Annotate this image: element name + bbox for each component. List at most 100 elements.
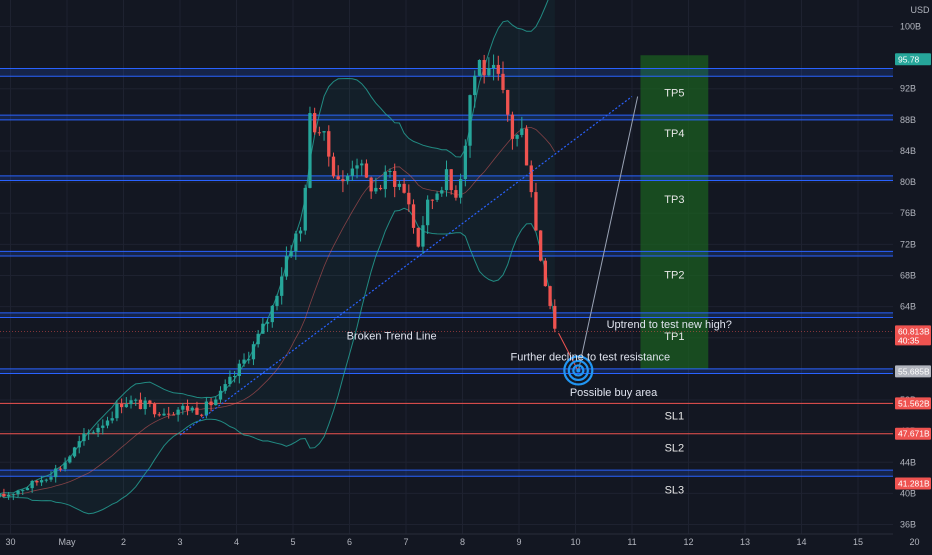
candle-body-117 [548, 286, 552, 306]
price-tag-label-3: 51.562B [898, 398, 930, 408]
candle-body-11 [49, 477, 53, 480]
y-tick-label-7: 64B [900, 302, 916, 312]
x-tick-label-2: 2 [121, 537, 126, 547]
candle-body-109 [510, 114, 515, 139]
candle-body-84 [393, 171, 397, 187]
x-axis[interactable]: 30 May 2 3 4 5 6 7 8 9 10 11 12 13 14 15 20 [0, 533, 920, 550]
price-tag-4 [895, 427, 931, 440]
candle-body-43 [200, 414, 204, 416]
grid [0, 0, 915, 534]
candle-body-67 [313, 113, 317, 133]
candle-body-0 [0, 493, 1, 498]
candle-body-47 [218, 390, 223, 400]
candle-body-56 [261, 323, 265, 334]
candle-body-26 [119, 403, 124, 408]
candle-body-30 [138, 399, 143, 410]
candle-body-48 [223, 384, 227, 391]
level-band-5 [0, 368, 893, 374]
y-tick-label-1: 40B [900, 488, 916, 498]
price-tag-label-0: 95.78 [898, 54, 920, 64]
zone-label-tp2: TP2 [664, 270, 684, 282]
profit-zone [640, 55, 709, 369]
candle-body-45 [209, 401, 213, 406]
candle-body-113 [529, 165, 533, 193]
candle-body-112 [524, 128, 529, 166]
candle-body-73 [341, 179, 345, 182]
y-axis[interactable]: USD36B40B44B48B52B56B60B64B68B72B76B80B8… [893, 0, 932, 550]
buy-target-center [576, 368, 581, 373]
buy-target-ring-0 [563, 355, 594, 386]
candle-body-114 [534, 192, 538, 231]
level-band-4 [0, 312, 893, 318]
candle-body-62 [289, 251, 293, 257]
candle-body-41 [190, 407, 194, 411]
level-band-3 [0, 251, 893, 257]
candle-body-96 [449, 169, 453, 191]
x-tick-label-12: 12 [683, 537, 693, 547]
annotation-3: Uptrend to test new high? [607, 319, 732, 331]
candle-body-63 [294, 233, 298, 252]
candle-body-61 [284, 256, 289, 277]
candle-body-60 [280, 276, 284, 296]
candle-body-44 [204, 401, 209, 416]
candle-body-46 [214, 399, 218, 406]
candle-body-92 [430, 199, 435, 201]
candle-body-10 [44, 479, 48, 481]
y-tick-label-12: 84B [900, 146, 916, 156]
candle-body-14 [63, 462, 67, 469]
y-tick-label-8: 68B [900, 271, 916, 281]
candle-body-110 [515, 134, 519, 139]
annotations: TP5 TP4 TP3 TP2 TP1 SL1 SL2 SL3 Broken Trend Lin… [347, 88, 732, 497]
buy-target-ring-2 [572, 364, 585, 377]
candle-body-87 [407, 192, 411, 205]
candle-body-31 [143, 400, 147, 410]
candle-body-29 [134, 399, 138, 401]
candle-body-71 [331, 156, 336, 177]
price-tag-5 [895, 477, 931, 490]
annotation-0: Broken Trend Line [347, 330, 437, 342]
candle-body-91 [426, 199, 430, 226]
candle-body-38 [176, 409, 180, 415]
candle-body-116 [543, 260, 548, 287]
candle-body-42 [195, 407, 199, 415]
candle-body-39 [181, 405, 185, 410]
zone-label-sl2: SL2 [665, 442, 685, 454]
candle-body-115 [539, 230, 543, 261]
annotation-1: Further decline to test resistance [511, 351, 671, 363]
candle-body-58 [270, 305, 274, 323]
y-tick-label-2: 44B [900, 457, 916, 467]
candle-body-94 [440, 190, 444, 194]
candle-body-75 [350, 168, 354, 176]
zone-label-tp4: TP4 [664, 128, 684, 140]
candle-body-81 [378, 187, 383, 190]
bollinger-fill [0, 0, 555, 514]
level-band-1 [0, 115, 893, 120]
price-tag-2 [895, 365, 931, 378]
candles [0, 54, 557, 501]
candle-body-40 [185, 405, 190, 411]
price-tag-0 [895, 53, 931, 66]
candle-body-50 [232, 376, 237, 378]
candle-body-82 [383, 171, 387, 190]
zone-label-tp5: TP5 [664, 88, 684, 100]
x-tick-label-14: 14 [796, 537, 806, 547]
candle-body-35 [162, 413, 166, 416]
x-tick-label-9: 9 [516, 537, 521, 547]
x-tick-label-7: 7 [403, 537, 408, 547]
candle-body-78 [364, 163, 369, 178]
candle-body-108 [506, 89, 510, 115]
x-tick-label-5: 5 [290, 537, 295, 547]
candle-body-57 [265, 322, 270, 324]
price-tag-label-4: 47.671B [898, 429, 930, 439]
candle-body-55 [256, 333, 260, 345]
candle-body-85 [397, 183, 402, 187]
candle-body-51 [237, 363, 241, 377]
candle-body-76 [355, 165, 359, 169]
candle-body-5 [21, 490, 25, 492]
candle-body-95 [444, 169, 449, 191]
candle-body-7 [30, 480, 34, 489]
candle-body-9 [39, 480, 44, 483]
y-tick-label-13: 88B [900, 115, 916, 125]
